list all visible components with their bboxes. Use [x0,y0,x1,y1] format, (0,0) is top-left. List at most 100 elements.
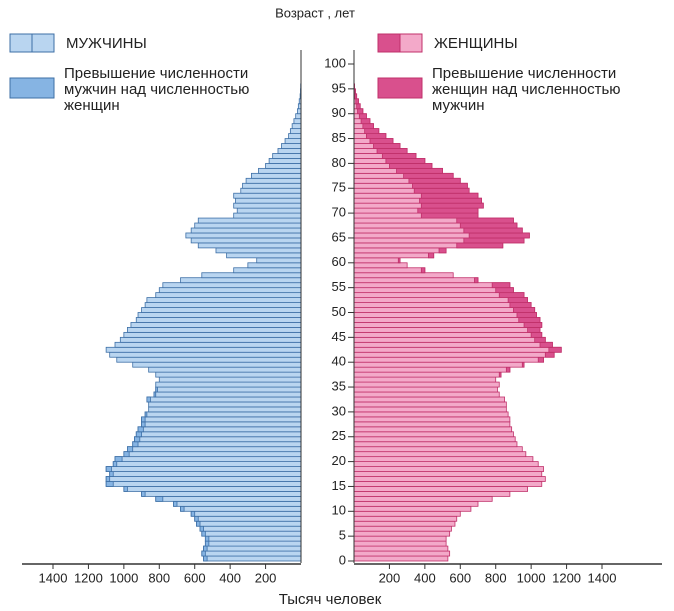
female-bar [353,456,534,463]
male-bar [233,192,302,199]
male-bar [105,346,302,353]
male-bar [235,197,302,204]
x-tick-label: 1400 [39,570,68,585]
female-bar [353,391,500,398]
male-excess [173,500,178,507]
y-tick-label: 25 [332,428,346,443]
male-bar [194,515,302,522]
female-bar [353,481,543,487]
male-bar [112,461,302,467]
female-excess [360,118,371,125]
legend-label: мужчин [432,97,485,114]
y-tick-label: 70 [332,205,346,220]
legend-label: Превышение численности [432,65,616,82]
x-tick-label: 200 [379,570,401,585]
y-tick-label: 55 [332,279,346,294]
male-bar [137,426,302,433]
male-excess [146,396,151,403]
male-bar [123,451,302,458]
female-excess [412,182,468,189]
male-bar [173,500,302,507]
x-tick-label: 800 [485,570,507,585]
male-bar [265,162,302,169]
female-excess [539,341,553,348]
male-excess [109,471,114,477]
male-bar [116,356,302,363]
legend-swatch [31,33,55,53]
female-excess [420,202,484,209]
female-excess [413,187,470,194]
male-excess [137,426,144,433]
female-bar [353,550,451,557]
male-bar [250,172,302,179]
female-bar [353,451,527,458]
x-tick-label: 1000 [109,570,138,585]
y-tick-label: 40 [332,354,346,369]
female-excess [509,302,532,308]
female-excess [438,247,447,254]
male-bar [201,550,302,557]
female-excess [420,267,426,274]
female-bar [353,386,498,393]
x-tick-label: 1000 [517,570,546,585]
male-excess [201,530,206,537]
female-excess [354,88,356,95]
male-bar [247,262,302,269]
x-axis-label: Тысяч человек [279,591,382,608]
male-bar [114,341,302,348]
female-bar [353,540,447,547]
male-excess [155,386,158,393]
female-bar [353,366,511,373]
x-tick-label: 1400 [588,570,617,585]
female-excess [463,237,525,244]
male-bar [141,491,302,497]
female-bar [353,312,537,318]
male-excess [141,416,146,423]
male-excess [199,525,204,532]
female-excess [356,103,361,110]
male-bar [158,287,302,294]
male-bar [155,371,302,378]
male-excess [144,411,148,418]
male-bar [196,520,302,527]
female-bar [353,396,505,403]
male-bar [297,108,302,115]
male-bar [135,431,302,438]
male-excess [105,481,114,487]
female-excess [505,366,511,373]
male-bar [155,495,302,502]
male-bar [109,351,302,358]
female-bar [353,272,454,279]
female-excess [521,361,525,368]
male-excess [105,476,111,482]
female-bar [353,351,555,358]
male-excess [134,436,141,443]
female-excess [358,113,367,120]
female-bar [353,505,472,512]
female-excess [537,356,544,363]
female-bar [353,401,507,408]
female-bar [353,476,546,482]
male-bar [201,530,302,537]
female-excess [364,128,380,134]
female-bar [353,346,562,353]
male-bar [281,143,302,149]
female-excess [369,138,394,144]
male-excess [141,421,146,428]
male-bar [127,327,302,333]
male-bar [105,466,302,472]
male-excess [203,545,208,552]
male-bar [233,202,302,209]
male-bar [204,540,302,547]
female-bar [353,322,543,328]
y-tick-label: 45 [332,329,346,344]
male-bar [148,406,302,413]
male-excess [127,446,134,453]
male-bar [155,381,302,388]
y-tick-label: 90 [332,105,346,120]
male-excess [114,456,123,463]
male-bar [109,471,302,477]
male-bar [123,486,302,492]
male-bar [272,153,302,159]
female-bar [353,471,543,477]
